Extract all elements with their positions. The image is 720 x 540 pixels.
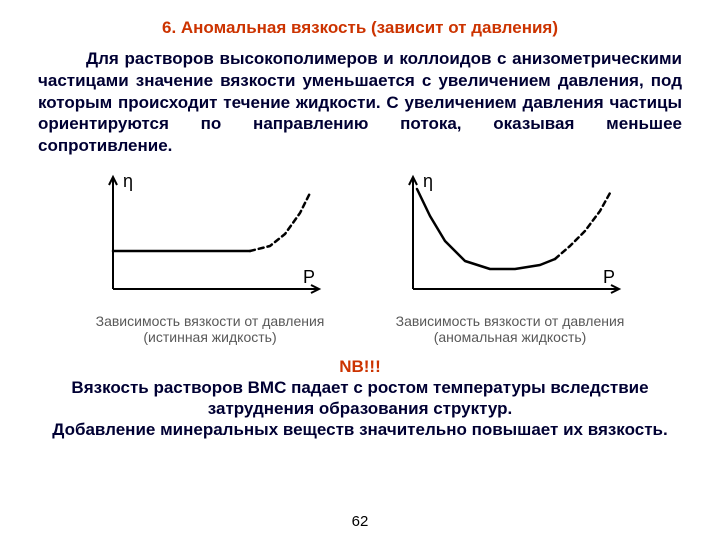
page-number: 62: [0, 513, 720, 530]
chart-left-caption-line1: Зависимость вязкости от давления: [96, 313, 325, 329]
svg-text:η: η: [123, 171, 133, 191]
svg-text:η: η: [423, 171, 433, 191]
chart-right-block: ηP Зависимость вязкости от давления (ано…: [380, 171, 640, 345]
charts-row: ηP Зависимость вязкости от давления (ист…: [32, 171, 688, 345]
chart-right-caption-line2: (аномальная жидкость): [434, 329, 587, 345]
body-paragraph: Для растворов высокополимеров и коллоидо…: [38, 48, 682, 157]
slide: 6. Аномальная вязкость (зависит от давле…: [0, 0, 720, 540]
footnote-2: Добавление минеральных веществ значитель…: [52, 419, 668, 440]
nb-label: NB!!!: [32, 357, 688, 377]
svg-text:P: P: [303, 267, 315, 287]
chart-left-caption: Зависимость вязкости от давления (истинн…: [80, 313, 340, 345]
slide-title: 6. Аномальная вязкость (зависит от давле…: [32, 18, 688, 38]
chart-left-block: ηP Зависимость вязкости от давления (ист…: [80, 171, 340, 345]
footnote-1: Вязкость растворов ВМС падает с ростом т…: [52, 377, 668, 420]
chart-right-caption: Зависимость вязкости от давления (аномал…: [380, 313, 640, 345]
chart-left-caption-line2: (истинная жидкость): [143, 329, 276, 345]
chart-left: ηP: [95, 171, 325, 311]
chart-right: ηP: [395, 171, 625, 311]
chart-right-caption-line1: Зависимость вязкости от давления: [396, 313, 625, 329]
svg-text:P: P: [603, 267, 615, 287]
